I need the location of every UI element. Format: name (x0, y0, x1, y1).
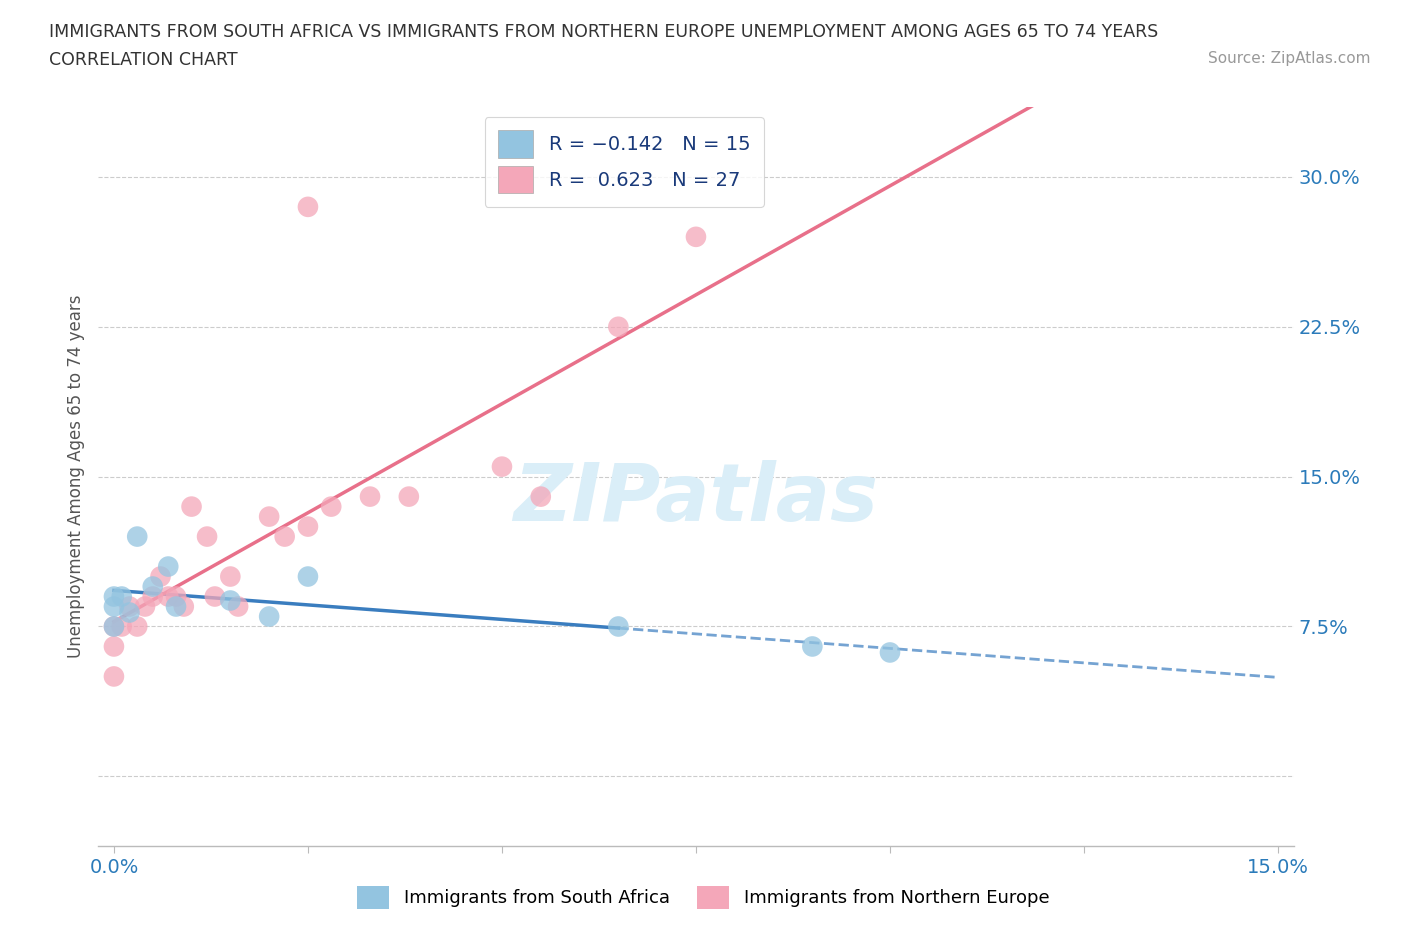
Y-axis label: Unemployment Among Ages 65 to 74 years: Unemployment Among Ages 65 to 74 years (66, 295, 84, 658)
Point (127, 619, 149, 634)
Point (257, 509, 280, 524)
Legend: Immigrants from South Africa, Immigrants from Northern Europe: Immigrants from South Africa, Immigrants… (350, 879, 1056, 916)
Point (195, 529, 218, 544)
Point (149, 569, 172, 584)
Text: CORRELATION CHART: CORRELATION CHART (49, 51, 238, 69)
Point (118, 599, 141, 614)
Point (685, 230, 707, 245)
Point (165, 589, 187, 604)
Point (359, 489, 381, 504)
Point (111, 589, 134, 604)
Point (297, 519, 319, 534)
Legend: R = −0.142   N = 15, R =  0.623   N = 27: R = −0.142 N = 15, R = 0.623 N = 27 (485, 116, 763, 206)
Point (297, 569, 319, 584)
Point (103, 619, 125, 634)
Point (118, 605, 141, 620)
Point (127, 529, 149, 544)
Text: IMMIGRANTS FROM SOUTH AFRICA VS IMMIGRANTS FROM NORTHERN EUROPE UNEMPLOYMENT AMO: IMMIGRANTS FROM SOUTH AFRICA VS IMMIGRAN… (49, 23, 1159, 41)
Point (180, 499, 202, 514)
Point (219, 593, 242, 608)
Point (607, 319, 630, 334)
Point (134, 599, 156, 614)
Point (321, 499, 343, 514)
Text: Source: ZipAtlas.com: Source: ZipAtlas.com (1208, 51, 1371, 66)
Point (297, 199, 319, 214)
Point (204, 589, 226, 604)
Point (103, 619, 125, 634)
Point (157, 559, 180, 574)
Point (103, 639, 125, 654)
Point (157, 589, 180, 604)
Point (398, 489, 420, 504)
Text: ZIPatlas: ZIPatlas (513, 459, 879, 538)
Point (879, 645, 901, 660)
Point (142, 579, 165, 594)
Point (257, 609, 280, 624)
Point (103, 589, 125, 604)
Point (173, 599, 195, 614)
Point (530, 489, 553, 504)
Point (219, 569, 242, 584)
Point (142, 589, 165, 604)
Point (607, 619, 630, 634)
Point (103, 669, 125, 684)
Point (801, 639, 824, 654)
Point (491, 459, 513, 474)
Point (226, 599, 249, 614)
Point (111, 619, 134, 634)
Point (165, 599, 187, 614)
Point (273, 529, 295, 544)
Point (103, 599, 125, 614)
